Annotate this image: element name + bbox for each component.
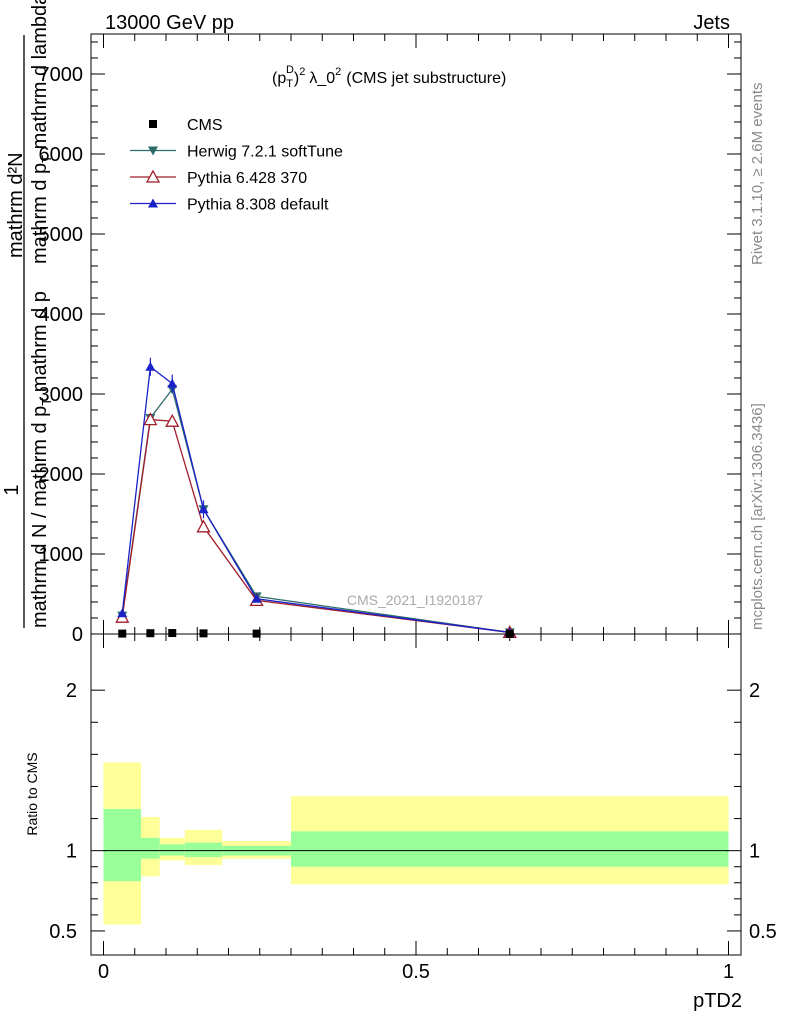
data-point	[196, 519, 211, 533]
ylabel-top-t: T	[39, 155, 54, 163]
ylabel-bottom-a: mathrm d N / mathrm d p	[29, 406, 51, 628]
main-ytick-label: 0	[72, 624, 83, 646]
ratio-band-green	[184, 842, 223, 858]
ratio-band-green	[291, 831, 729, 867]
legend: CMS Herwig 7.2.1 softTune Pythia 6.428 370…	[130, 117, 343, 214]
data-point	[165, 413, 180, 427]
ratio-bands	[103, 762, 729, 925]
ratio-ytick-label: 2	[66, 680, 77, 702]
title-sub-t: T	[286, 78, 293, 90]
ratio-ticks: 0 0.5 1 0.5 0.5 1 1 2 2	[49, 634, 777, 983]
title-lambda: λ_0	[309, 70, 335, 87]
data-point	[167, 378, 178, 388]
data-point	[145, 361, 156, 371]
main-y-ticks: 0 1000 2000 3000 4000 5000 6000 7000	[39, 41, 741, 646]
legend-entry: Herwig 7.2.1 softTune	[130, 144, 343, 161]
legend-entry: CMS	[149, 117, 223, 134]
mcplots-label: mcplots.cern.ch [arXiv:1306.3436]	[749, 403, 766, 630]
ratio-xtick-label: 0.5	[402, 961, 430, 983]
ylabel-bottom-t: T	[39, 398, 54, 406]
ratio-ytick-label-right: 0.5	[749, 921, 777, 943]
main-y-label: 1 mathrm d²N mathrm d pT mathrm d lambda…	[1, 0, 54, 628]
legend-label: Herwig 7.2.1 softTune	[187, 144, 343, 161]
data-point	[251, 593, 262, 603]
legend-label: CMS	[187, 117, 223, 134]
energy-label: 13000 GeV pp	[105, 12, 234, 34]
ratio-ytick-label-right: 1	[749, 841, 760, 863]
legend-marker	[148, 198, 158, 208]
main-ytick-label: 2000	[39, 464, 84, 486]
rivet-label: Rivet 3.1.10, ≥ 2.6M events	[749, 83, 766, 266]
title-sup-2b: 2	[335, 66, 341, 78]
series-3	[117, 357, 515, 637]
jets-label: Jets	[693, 12, 730, 34]
legend-label: Pythia 8.308 default	[187, 197, 329, 214]
main-ytick-label: 5000	[39, 224, 84, 246]
series-line	[121, 418, 510, 634]
legend-marker	[148, 146, 158, 156]
x-axis-label: pTD2	[693, 990, 742, 1012]
watermark: CMS_2021_I1920187	[347, 592, 483, 608]
ylabel-numerator: 1	[1, 484, 23, 495]
main-ytick-label: 3000	[39, 384, 84, 406]
legend-marker	[149, 120, 157, 128]
legend-label: Pythia 6.428 370	[187, 170, 307, 187]
data-point	[146, 629, 155, 638]
ylabel-bottom-dp: mathrm d p	[29, 291, 51, 398]
main-panel: 0 1000 2000 3000 4000 5000 6000 7000 CMS_2021_I…	[39, 33, 742, 646]
ratio-xtick-label: 1	[723, 961, 734, 983]
ratio-band-green	[103, 808, 141, 882]
series-0	[118, 629, 514, 638]
ylabel-top-dl: mathrm d lambda	[29, 0, 51, 155]
ratio-frame	[90, 633, 742, 956]
ylabel-bottom: mathrm d N / mathrm d pT mathrm d p	[29, 291, 54, 628]
ratio-xtick-label: 0	[98, 961, 109, 983]
main-ytick-label: 4000	[39, 304, 84, 326]
ylabel-top-dp: mathrm d p	[29, 163, 51, 264]
plot-title: (pTD)2 λ_02 (CMS jet substructure)	[272, 64, 506, 90]
data-point	[143, 412, 158, 426]
ylabel-top-a: mathrm d²N	[5, 152, 27, 258]
title-sup-d: D	[286, 64, 294, 76]
ylabel-top-b: mathrm d pT mathrm d lambda	[29, 0, 54, 264]
main-x-ticks	[103, 34, 729, 634]
ratio-ytick-label-right: 2	[749, 680, 760, 702]
ratio-y-label: Ratio to CMS	[24, 752, 40, 835]
data-point	[199, 629, 208, 638]
data-point	[168, 629, 177, 638]
legend-marker	[145, 169, 161, 183]
main-ytick-label: 7000	[39, 64, 84, 86]
data-point	[198, 504, 209, 514]
series-line	[121, 365, 510, 634]
title-close: )	[294, 70, 299, 87]
ratio-ytick-label: 1	[66, 841, 77, 863]
ratio-panel: 0 0.5 1 0.5 0.5 1 1 2 2 Ratio to CMS pTD2	[24, 633, 777, 1012]
legend-entry: Pythia 8.308 default	[130, 197, 329, 214]
ratio-band-green	[159, 844, 185, 856]
title-suffix: (CMS jet substructure)	[346, 70, 506, 87]
legend-entry: Pythia 6.428 370	[130, 169, 307, 187]
data-point	[117, 608, 128, 618]
main-ytick-label: 6000	[39, 144, 84, 166]
ylabel-top: mathrm d²N	[5, 152, 27, 258]
title-part-p: (p	[272, 70, 286, 87]
main-ytick-label: 1000	[39, 544, 84, 566]
ratio-band-green	[141, 837, 160, 859]
ratio-ytick-label: 0.5	[49, 921, 77, 943]
title-sup-2: 2	[299, 66, 305, 78]
